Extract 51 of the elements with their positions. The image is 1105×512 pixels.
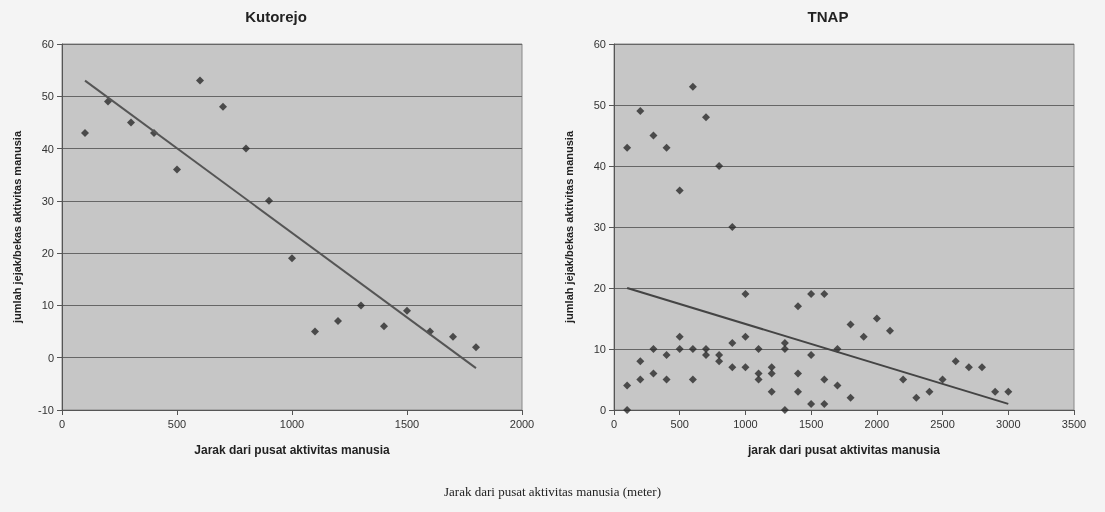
y-tick-label: 10 (593, 343, 606, 355)
y-tick-label: 60 (41, 38, 54, 50)
y-tick-label: 20 (593, 282, 606, 294)
x-tick-label: 2500 (930, 417, 955, 430)
x-tick-label: 1000 (279, 417, 305, 430)
y-axis-title: jumlah jejak/bekas aktivitas manusia (562, 130, 575, 324)
point (81, 128, 89, 137)
point (127, 118, 135, 127)
x-tick-label: 1500 (798, 417, 824, 430)
y-tick-label: 50 (41, 90, 54, 103)
chart-title: Kutorejo (245, 8, 307, 25)
chart-title: TNAP (807, 8, 849, 25)
point (219, 102, 227, 111)
point (357, 301, 365, 310)
y-axis-title: jumlah jejak/bekas aktivitas manusia (10, 130, 23, 324)
y-tick-label: -10 (38, 404, 54, 416)
x-tick-label: 3500 (1061, 417, 1087, 430)
x-tick-label: 500 (670, 417, 689, 430)
y-tick-label: 10 (41, 299, 54, 312)
x-tick-label: 1000 (733, 417, 758, 430)
y-tick-label: 40 (41, 142, 54, 155)
y-tick-label: 50 (593, 99, 606, 111)
x-tick-label: 0 (58, 417, 66, 430)
text: Jarak dari pusat aktivitas manusia (meter) (443, 484, 662, 500)
x-tick-label: 1500 (394, 417, 420, 430)
point (311, 327, 319, 336)
y-tick-label: 30 (593, 221, 606, 233)
y-tick-label: 40 (593, 160, 606, 172)
y-tick-label: 0 (47, 351, 54, 364)
point (449, 332, 457, 341)
point (265, 196, 273, 205)
x-tick-label: 2000 (864, 417, 890, 430)
point (242, 144, 250, 153)
point (173, 165, 181, 174)
point (472, 343, 480, 352)
x-axis-title: Jarak dari pusat aktivitas manusia (194, 443, 391, 457)
x-tick-label: 0 (610, 417, 618, 430)
point (196, 76, 204, 85)
point (334, 317, 342, 326)
y-tick-label: 0 (599, 404, 606, 416)
point (104, 97, 112, 106)
y-tick-label: 20 (41, 247, 54, 260)
y-tick-label: 60 (593, 38, 606, 50)
y-tick-label: 30 (41, 194, 54, 207)
x-tick-label: 500 (167, 417, 187, 430)
point (403, 306, 411, 315)
x-tick-label: 3000 (996, 417, 1021, 430)
point (380, 322, 388, 331)
point (288, 254, 296, 263)
x-axis-title: jarak dari pusat aktivitas manusia (746, 443, 941, 457)
x-tick-label: 2000 (509, 417, 535, 430)
